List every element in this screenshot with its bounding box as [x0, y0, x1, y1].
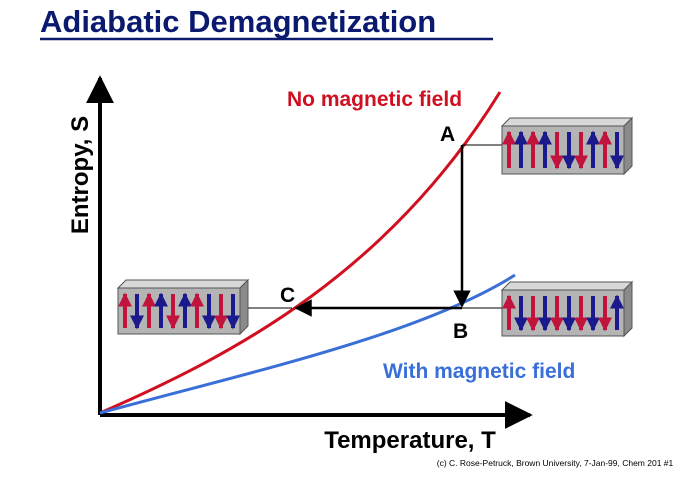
box-top — [116, 279, 250, 289]
footer: (c) C. Rose-Petruck, Brown University, 7… — [437, 458, 674, 468]
curve-label: No magnetic field — [287, 88, 462, 111]
curve-no-field — [99, 91, 502, 415]
curve-label: With magnetic field — [383, 360, 575, 383]
point-label: B — [453, 320, 468, 343]
box-side — [623, 116, 633, 176]
curve-with-field — [99, 273, 516, 415]
box-side — [623, 280, 633, 338]
box-top — [500, 281, 634, 291]
spin-boxes — [116, 116, 634, 338]
point-label: C — [280, 284, 295, 307]
title: Adiabatic Demagnetization — [40, 4, 436, 39]
point-label: A — [440, 123, 455, 146]
y-axis-label: Entropy, S — [67, 116, 94, 234]
x-axis-label: Temperature, T — [324, 427, 496, 454]
box-side — [239, 278, 249, 336]
box-top — [500, 117, 634, 127]
